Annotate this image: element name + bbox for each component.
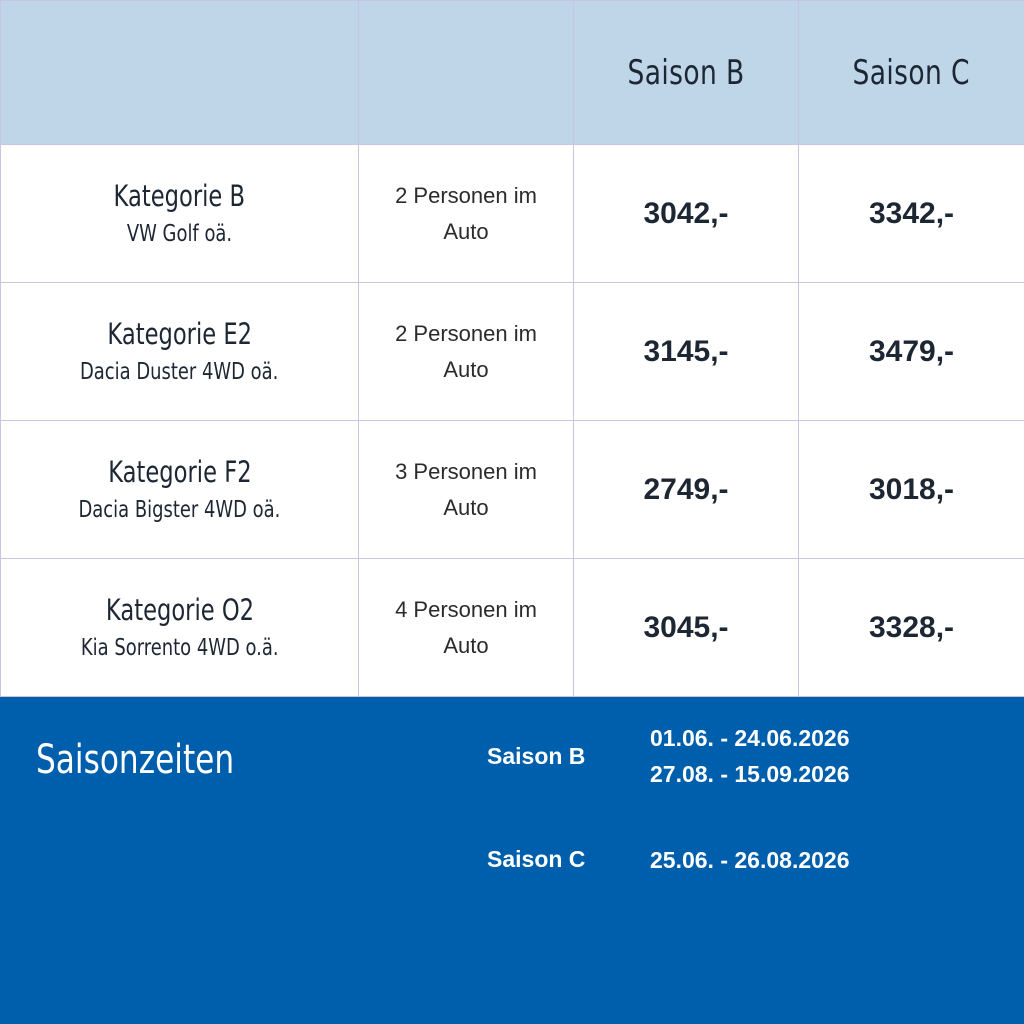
persons-text: 2 Personen im Auto	[395, 320, 537, 382]
price-c-cell: 3018,-	[798, 420, 1024, 559]
persons-text: 2 Personen im Auto	[395, 182, 537, 244]
season-c-label: Saison C	[487, 846, 586, 872]
table-header-row: Saison B Saison C	[0, 0, 1024, 145]
price-b-cell: 2749,-	[573, 420, 799, 559]
table-row: Kategorie O2 Kia Sorrento 4WD o.ä. 4 Per…	[0, 558, 1024, 697]
persons-cell: 2 Personen im Auto	[358, 144, 574, 283]
season-c-heading: Saison C	[852, 52, 971, 93]
category-cell: Kategorie B VW Golf oä.	[0, 144, 359, 283]
category-name: Kategorie F2	[107, 454, 252, 489]
category-cell: Kategorie F2 Dacia Bigster 4WD oä.	[0, 420, 359, 559]
season-b-date-range-2: 27.08. - 15.09.2026	[650, 761, 850, 787]
season-c-dates: 25.06. - 26.08.2026	[650, 842, 850, 878]
persons-cell: 4 Personen im Auto	[358, 558, 574, 697]
price-season-c: 3479,-	[868, 334, 955, 368]
table-row: Kategorie E2 Dacia Duster 4WD oä. 2 Pers…	[0, 282, 1024, 421]
season-times-panel: Saisonzeiten Saison B 01.06. - 24.06.202…	[0, 697, 1024, 1024]
persons-text: 3 Personen im Auto	[395, 458, 537, 520]
category-model: VW Golf oä.	[126, 220, 233, 247]
category-model: Dacia Bigster 4WD oä.	[78, 496, 281, 523]
season-b-heading: Saison B	[627, 52, 745, 93]
persons-cell: 2 Personen im Auto	[358, 282, 574, 421]
table-row: Kategorie F2 Dacia Bigster 4WD oä. 3 Per…	[0, 420, 1024, 559]
price-c-cell: 3328,-	[798, 558, 1024, 697]
season-b-dates: 01.06. - 24.06.2026 27.08. - 15.09.2026	[650, 720, 850, 792]
price-b-cell: 3045,-	[573, 558, 799, 697]
persons-text: 4 Personen im Auto	[395, 596, 537, 658]
price-season-b: 3145,-	[643, 334, 729, 368]
category-model: Dacia Duster 4WD oä.	[80, 358, 279, 385]
season-times-title: Saisonzeiten	[36, 737, 235, 783]
category-name: Kategorie B	[113, 178, 246, 213]
price-season-c: 3342,-	[868, 196, 955, 230]
price-table: Saison B Saison C Kategorie B VW Golf oä…	[0, 0, 1024, 697]
price-season-b: 3042,-	[643, 196, 729, 230]
season-c-date-range-1: 25.06. - 26.08.2026	[650, 847, 850, 873]
season-b-label: Saison B	[487, 743, 586, 769]
price-season-c: 3018,-	[868, 472, 955, 506]
header-empty-cell-1	[0, 0, 359, 145]
price-season-b: 3045,-	[643, 610, 729, 644]
header-season-b: Saison B	[573, 0, 799, 145]
persons-cell: 3 Personen im Auto	[358, 420, 574, 559]
category-name: Kategorie E2	[107, 316, 252, 351]
price-c-cell: 3342,-	[798, 144, 1024, 283]
price-season-c: 3328,-	[868, 610, 955, 644]
category-name: Kategorie O2	[105, 592, 254, 627]
category-cell: Kategorie O2 Kia Sorrento 4WD o.ä.	[0, 558, 359, 697]
category-model: Kia Sorrento 4WD o.ä.	[80, 634, 279, 661]
price-c-cell: 3479,-	[798, 282, 1024, 421]
price-b-cell: 3145,-	[573, 282, 799, 421]
category-cell: Kategorie E2 Dacia Duster 4WD oä.	[0, 282, 359, 421]
header-empty-cell-2	[358, 0, 574, 145]
season-b-date-range-1: 01.06. - 24.06.2026	[650, 725, 850, 751]
price-b-cell: 3042,-	[573, 144, 799, 283]
header-season-c: Saison C	[798, 0, 1024, 145]
price-season-b: 2749,-	[643, 472, 729, 506]
table-row: Kategorie B VW Golf oä. 2 Personen im Au…	[0, 144, 1024, 283]
